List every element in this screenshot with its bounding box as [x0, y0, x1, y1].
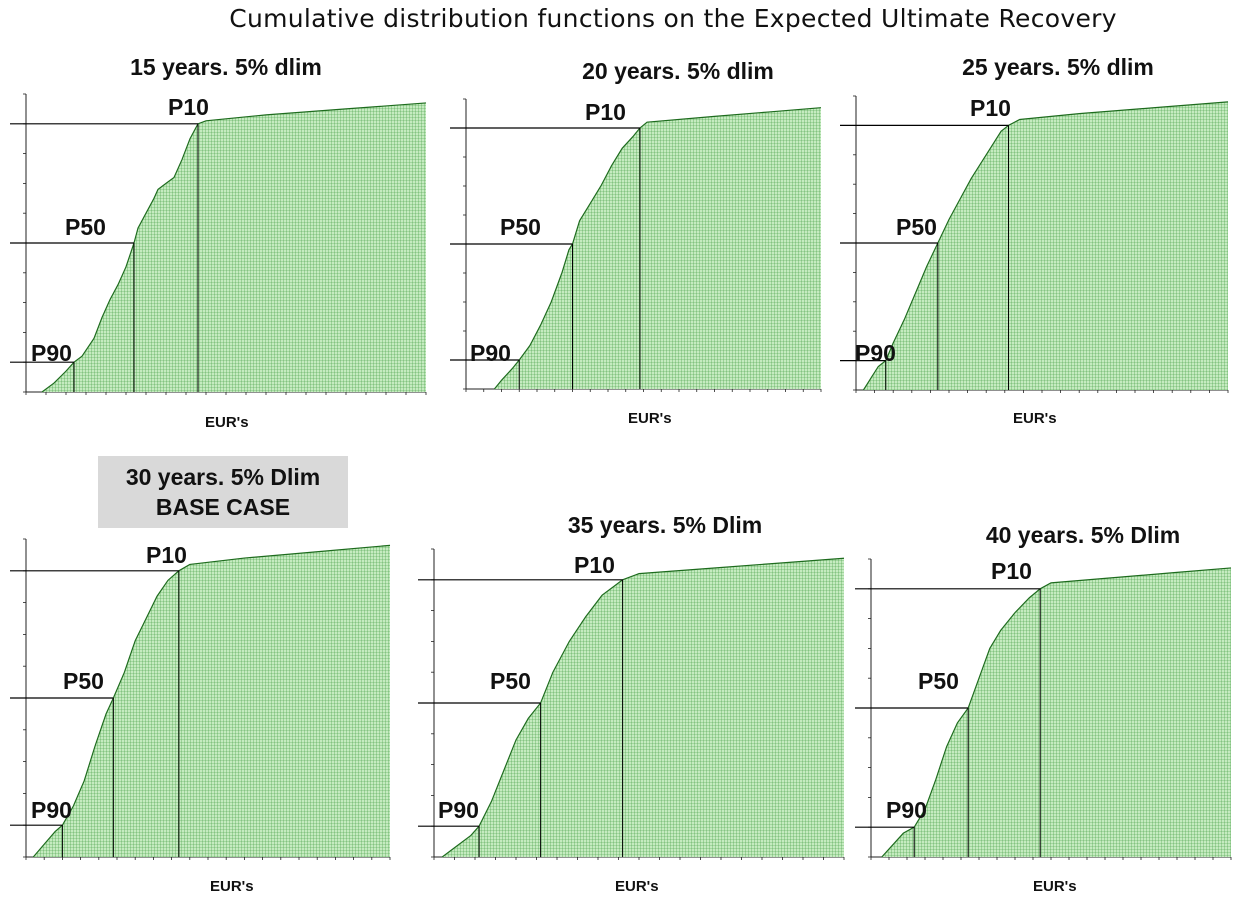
p10-label: P10 [585, 99, 626, 125]
chart-title-30y: 30 years. 5% Dlim [125, 464, 321, 490]
cdf-area [33, 545, 390, 857]
p50-label: P50 [65, 214, 106, 240]
cdf-chart-15y [10, 93, 427, 395]
chart-title-25y: 25 years. 5% dlim [962, 54, 1154, 80]
p90-label: P90 [31, 340, 72, 366]
cdf-chart-40y [855, 558, 1232, 860]
chart-title-30y-base-case: 30 years. 5% Dlim BASE CASE [98, 456, 348, 528]
cdf-area [863, 101, 1228, 390]
x-axis-label: EUR's [615, 878, 659, 895]
p90-label: P90 [470, 340, 511, 366]
x-axis-label: EUR's [1013, 410, 1057, 427]
base-case-label: BASE CASE [155, 494, 291, 520]
p90-label: P90 [438, 797, 479, 823]
p50-label: P50 [500, 214, 541, 240]
cdf-chart-20y [450, 98, 822, 392]
cdf-curve [493, 107, 822, 390]
p10-label: P10 [168, 94, 209, 120]
cdf-chart-25y [840, 95, 1229, 393]
p90-label: P90 [855, 340, 896, 366]
x-axis-label: EUR's [1033, 878, 1077, 895]
chart-title-20y: 20 years. 5% dlim [582, 58, 774, 84]
p50-label: P50 [63, 668, 104, 694]
p90-label: P90 [31, 797, 72, 823]
chart-title-40y: 40 years. 5% Dlim [985, 522, 1181, 548]
p10-label: P10 [574, 552, 615, 578]
p50-label: P50 [918, 668, 959, 694]
cdf-area [42, 102, 426, 392]
p10-label: P10 [991, 558, 1032, 584]
cdf-curve [41, 102, 427, 393]
cdf-area [881, 567, 1231, 857]
cdf-area [442, 558, 844, 857]
p50-label: P50 [490, 668, 531, 694]
p10-label: P10 [146, 542, 187, 568]
cdf-area [494, 107, 821, 389]
p50-label: P50 [896, 214, 937, 240]
cdf-chart-35y [418, 548, 845, 860]
x-axis-label: EUR's [205, 414, 249, 431]
main-title: Cumulative distribution functions on the… [229, 4, 1117, 33]
cdf-chart-30y [10, 538, 391, 860]
p10-label: P10 [970, 95, 1011, 121]
p90-label: P90 [886, 797, 927, 823]
chart-title-35y: 35 years. 5% Dlim [567, 512, 763, 538]
x-axis-label: EUR's [628, 410, 672, 427]
cdf-curve [862, 101, 1229, 391]
chart-title-15y: 15 years. 5% dlim [130, 54, 322, 80]
x-axis-label: EUR's [210, 878, 254, 895]
